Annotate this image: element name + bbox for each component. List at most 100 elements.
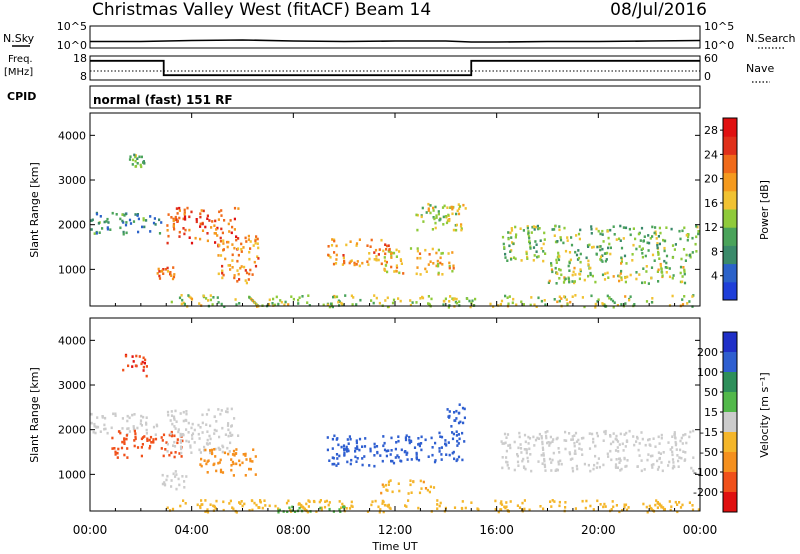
power-mark-11 [271, 302, 274, 305]
power-mark-11 [301, 295, 304, 298]
power-mark-11 [187, 294, 190, 297]
power-mark-10 [619, 272, 622, 275]
velocity-mark-6 [381, 459, 384, 463]
velocity-mark-10 [516, 454, 519, 458]
power-mark-5 [380, 262, 383, 266]
velocity-mark-6 [345, 448, 348, 451]
velocity-mark-9 [409, 483, 412, 487]
power-mark-11 [430, 297, 433, 301]
velocity-mark-11 [274, 504, 277, 508]
velocity-mark-6 [379, 454, 382, 457]
velocity-mark-3 [209, 424, 212, 428]
velocity-mark-9 [382, 485, 385, 488]
power-mark-6 [383, 269, 387, 272]
power-mark-11 [332, 295, 335, 299]
velocity-mark-10 [615, 434, 618, 438]
power-colorbar-tick-label: 8 [711, 245, 718, 258]
velocity-mark-9 [389, 479, 392, 482]
velocity-mark-10 [541, 442, 544, 446]
power-mark-10 [645, 265, 648, 268]
power-mark-2 [170, 274, 173, 277]
power-colorbar-segment [723, 154, 737, 174]
velocity-mark-10 [680, 436, 683, 440]
power-mark-11 [223, 305, 226, 308]
velocity-mark-11 [668, 500, 671, 503]
velocity-mark-11 [676, 510, 679, 514]
power-colorbar-tick-label: 20 [704, 173, 718, 186]
power-mark-3 [183, 215, 187, 218]
velocity-mark-9 [384, 483, 387, 487]
power-mark-4 [247, 238, 250, 241]
velocity-mark-11 [624, 503, 628, 507]
noise-left-tick-top: 10^5 [57, 20, 87, 33]
power-mark-11 [409, 299, 412, 302]
velocity-mark-10 [677, 465, 680, 468]
power-mark-3 [178, 206, 181, 210]
power-mark-6 [416, 249, 419, 253]
velocity-mark-10 [577, 438, 580, 442]
power-mark-4 [256, 255, 259, 258]
power-mark-4 [221, 264, 224, 268]
power-mark-9 [691, 236, 694, 240]
power-mark-9 [607, 246, 610, 250]
velocity-mark-10 [673, 465, 676, 469]
velocity-mark-10 [638, 442, 641, 445]
velocity-mark-11 [340, 506, 343, 509]
power-mark-9 [514, 225, 517, 229]
velocity-mark-10 [624, 445, 627, 448]
velocity-mark-11 [655, 499, 658, 502]
power-mark-11 [455, 301, 459, 305]
velocity-mark-11 [377, 505, 380, 509]
power-mark-9 [638, 245, 641, 248]
velocity-mark-3 [199, 451, 202, 454]
power-mark-11 [248, 296, 251, 299]
power-mark-7 [429, 204, 432, 207]
power-mark-9 [613, 233, 616, 236]
power-mark-11 [338, 300, 341, 303]
power-mark-7 [439, 217, 442, 221]
velocity-mark-11 [298, 502, 301, 506]
velocity-mark-0 [142, 356, 145, 360]
velocity-mark-11 [500, 500, 503, 503]
velocity-mark-6 [354, 447, 357, 450]
power-mark-11 [297, 302, 300, 305]
velocity-mark-10 [547, 441, 550, 444]
velocity-mark-10 [692, 456, 695, 459]
power-mark-0 [129, 222, 133, 225]
power-mark-0 [123, 214, 126, 217]
velocity-mark-6 [343, 448, 346, 452]
velocity-mark-10 [565, 439, 568, 442]
power-mark-8 [451, 212, 454, 216]
velocity-mark-4 [230, 458, 233, 461]
power-mark-9 [537, 227, 540, 231]
velocity-mark-10 [542, 454, 545, 457]
power-mark-9 [656, 244, 659, 247]
power-marks [90, 153, 700, 309]
power-mark-11 [386, 296, 389, 300]
velocity-mark-7 [415, 453, 418, 456]
power-mark-10 [564, 277, 567, 281]
velocity-mark-11 [438, 504, 441, 508]
velocity-mark-10 [602, 463, 605, 467]
time-x-ticks: 00:00 04:00 08:00 12:00 16:00 20:00 00:00 [73, 113, 717, 537]
velocity-mark-7 [405, 453, 408, 456]
velocity-mark-11 [505, 501, 508, 504]
velocity-mark-10 [575, 440, 579, 443]
velocity-mark-7 [448, 453, 451, 457]
velocity-mark-11 [603, 502, 606, 506]
power-mark-10 [558, 277, 561, 280]
power-mark-11 [415, 301, 418, 304]
velocity-mark-10 [638, 454, 641, 457]
power-mark-11 [252, 299, 255, 303]
power-mark-11 [307, 294, 310, 297]
power-mark-3 [219, 239, 223, 243]
power-mark-8 [455, 228, 458, 232]
power-mark-11 [328, 305, 331, 309]
power-mark-0 [149, 215, 152, 218]
power-mark-3 [172, 219, 175, 222]
velocity-mark-4 [233, 454, 236, 457]
velocity-mark-1 [96, 425, 100, 429]
velocity-mark-7 [404, 438, 408, 442]
power-mark-9 [530, 231, 533, 234]
velocity-mark-11 [521, 501, 524, 505]
